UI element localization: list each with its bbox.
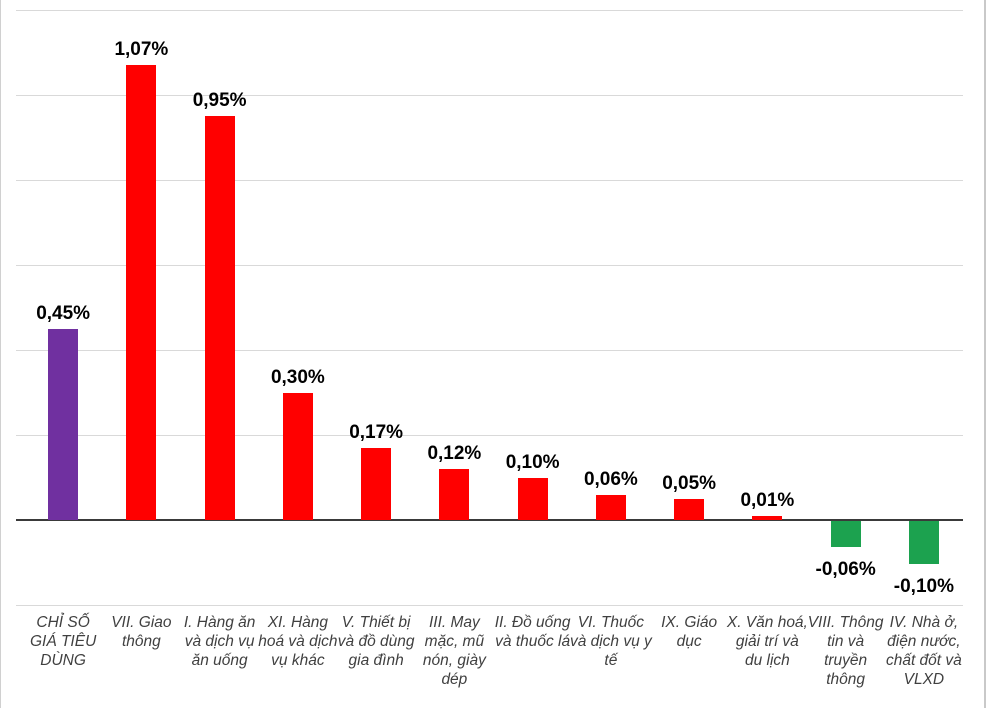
- category-label: IV. Nhà ở, điện nước, chất đốt và VLXD: [885, 614, 962, 688]
- category-label: II. Đồ uống và thuốc lá: [494, 614, 571, 650]
- category-label: I. Hàng ăn và dịch vụ ăn uống: [183, 614, 256, 669]
- gridline: [16, 265, 963, 266]
- bar-value-label: -0,06%: [815, 558, 876, 580]
- gridline: [16, 180, 963, 181]
- bar: [126, 65, 157, 520]
- bar: [830, 521, 861, 547]
- bar-value-label: 0,10%: [505, 451, 560, 473]
- gridline: [16, 435, 963, 436]
- bar: [282, 392, 313, 520]
- bar: [204, 116, 235, 520]
- gridline: [16, 10, 963, 11]
- gridline: [16, 605, 963, 606]
- category-label: VII. Giao thông: [111, 614, 172, 650]
- category-label: V. Thiết bị và đồ dùng gia đình: [337, 614, 415, 669]
- category-label: VIII. Thông tin và truyền thông: [807, 614, 884, 688]
- bar-value-label: 0,95%: [192, 90, 247, 112]
- bar: [595, 494, 626, 520]
- bar-value-label: -0,10%: [893, 575, 954, 597]
- bar-value-label: 0,12%: [427, 443, 482, 464]
- category-label: IX. Giáo dục: [661, 614, 718, 650]
- bar-value-label: 0,01%: [740, 489, 795, 511]
- category-label: VI. Thuốc và dịch vụ y tế: [569, 614, 652, 669]
- category-label: CHỈ SỐ GIÁ TIÊU DÙNG: [29, 614, 97, 669]
- gridline: [16, 350, 963, 351]
- bar: [908, 521, 939, 564]
- category-label: XI. Hàng hoá và dịch vụ khác: [258, 614, 338, 669]
- x-axis-line: [16, 519, 963, 521]
- bar-value-label: 0,17%: [349, 421, 404, 443]
- gridline: [16, 95, 963, 96]
- bar: [48, 328, 79, 520]
- bar: [361, 447, 392, 520]
- bar-value-label: 0,30%: [270, 366, 325, 388]
- bar-value-label: 0,45%: [36, 302, 91, 324]
- bar: [517, 477, 548, 520]
- bar: [439, 469, 470, 520]
- bar-value-label: 1,07%: [114, 39, 169, 61]
- bar-value-label: 0,06%: [583, 468, 638, 490]
- category-label: X. Văn hoá, giải trí và du lịch: [726, 614, 808, 669]
- bar: [674, 498, 705, 520]
- bar-value-label: 0,05%: [662, 472, 717, 494]
- category-label: III. May mặc, mũ nón, giày dép: [422, 614, 486, 688]
- bar: [752, 515, 783, 520]
